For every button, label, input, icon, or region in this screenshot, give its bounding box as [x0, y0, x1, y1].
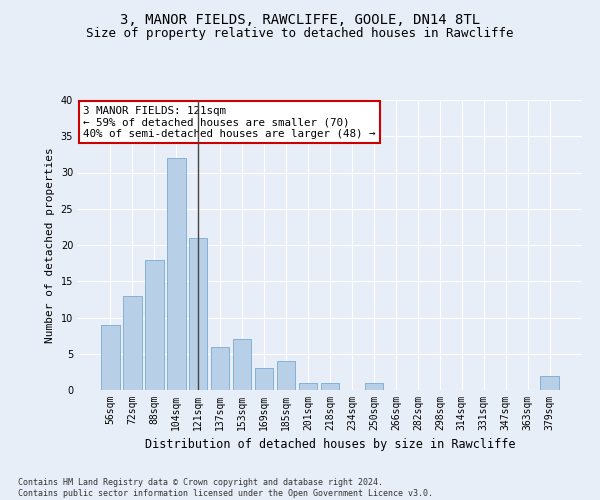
Text: Contains HM Land Registry data © Crown copyright and database right 2024.
Contai: Contains HM Land Registry data © Crown c… [18, 478, 433, 498]
Bar [255, 368, 274, 390]
Y-axis label: Number of detached properties: Number of detached properties [45, 147, 55, 343]
Bar [233, 339, 251, 390]
Bar [541, 376, 559, 390]
Bar [211, 346, 229, 390]
Bar [167, 158, 185, 390]
Text: 3, MANOR FIELDS, RAWCLIFFE, GOOLE, DN14 8TL: 3, MANOR FIELDS, RAWCLIFFE, GOOLE, DN14 … [120, 12, 480, 26]
Text: Size of property relative to detached houses in Rawcliffe: Size of property relative to detached ho… [86, 28, 514, 40]
Bar [320, 383, 340, 390]
Bar [365, 383, 383, 390]
Bar [145, 260, 164, 390]
Bar [101, 325, 119, 390]
X-axis label: Distribution of detached houses by size in Rawcliffe: Distribution of detached houses by size … [145, 438, 515, 452]
Bar [189, 238, 208, 390]
Bar [277, 361, 295, 390]
Text: 3 MANOR FIELDS: 121sqm
← 59% of detached houses are smaller (70)
40% of semi-det: 3 MANOR FIELDS: 121sqm ← 59% of detached… [83, 106, 376, 139]
Bar [299, 383, 317, 390]
Bar [123, 296, 142, 390]
